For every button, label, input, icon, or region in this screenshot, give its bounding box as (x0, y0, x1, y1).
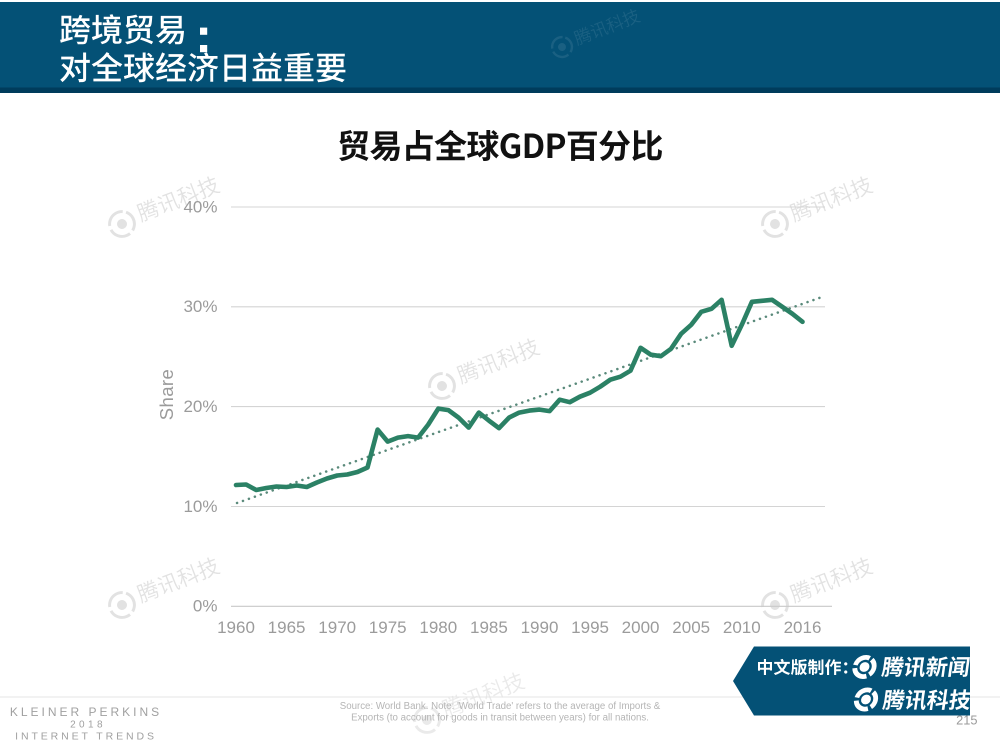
svg-text:1990: 1990 (521, 618, 559, 637)
svg-text:215: 215 (956, 713, 977, 728)
svg-text:1970: 1970 (318, 618, 356, 637)
svg-text:2010: 2010 (723, 618, 761, 637)
svg-text:INTERNET TRENDS: INTERNET TRENDS (15, 731, 157, 743)
svg-text:2005: 2005 (672, 618, 710, 637)
svg-text:2018: 2018 (70, 720, 106, 731)
svg-text:2000: 2000 (622, 618, 660, 637)
svg-text:30%: 30% (183, 297, 217, 316)
svg-text:20%: 20% (183, 397, 217, 416)
svg-text:1960: 1960 (217, 618, 255, 637)
svg-text:1975: 1975 (369, 618, 407, 637)
svg-text:Share: Share (156, 369, 177, 420)
svg-text:1995: 1995 (571, 618, 609, 637)
svg-text:40%: 40% (183, 197, 217, 216)
svg-text:2016: 2016 (784, 618, 822, 637)
svg-text:Source: World Bank. Note: 'Wor: Source: World Bank. Note: 'World Trade' … (340, 701, 661, 712)
svg-text:1985: 1985 (470, 618, 508, 637)
svg-text:10%: 10% (183, 497, 217, 516)
svg-text:0%: 0% (193, 597, 218, 616)
svg-text:KLEINER PERKINS: KLEINER PERKINS (10, 705, 162, 719)
svg-text:1980: 1980 (419, 618, 457, 637)
svg-text:1965: 1965 (268, 618, 306, 637)
svg-text:Exports (to account for goods: Exports (to account for goods in transit… (351, 713, 649, 724)
